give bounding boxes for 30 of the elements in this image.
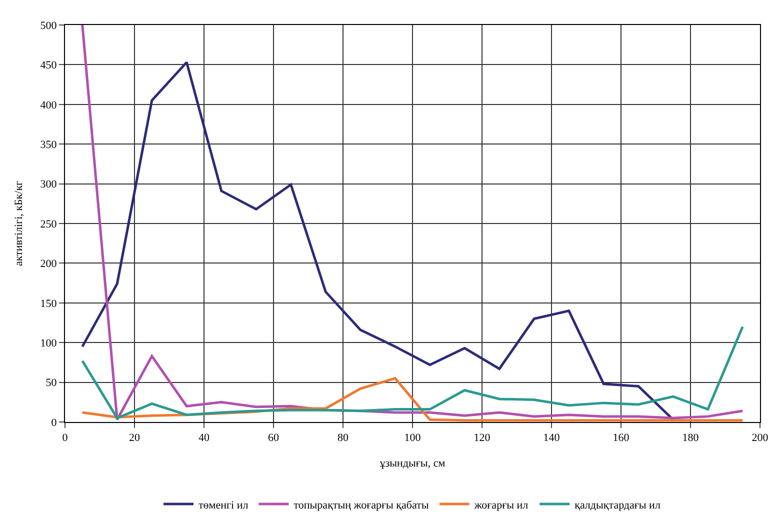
y-tick-label: 0 [51,416,58,429]
legend-label: топырақтың жоғарғы қабаты [294,499,430,512]
x-tick-label: 160 [612,432,630,444]
x-tick-label: 120 [474,432,491,444]
legend-label: төменгі ил [198,499,249,512]
y-axis-title: активтілігі, кБк/кг [12,180,25,266]
legend-label: жоғарғы ил [473,499,529,512]
y-tick-label: 500 [40,20,58,32]
y-tick-label: 100 [40,337,58,350]
line-series [81,325,744,420]
x-tick-label: 200 [752,432,769,444]
y-tick-label: 350 [40,138,58,151]
x-tick-label: 140 [543,432,560,444]
x-tick-label: 100 [404,432,422,444]
x-tick-label: 180 [682,432,700,444]
line-series [81,25,744,421]
y-tick-label: 250 [40,218,58,230]
y-tick-label: 150 [40,298,58,310]
y-tick-label: 450 [40,60,58,72]
y-tick-label: 300 [40,178,58,191]
x-tick-label: 80 [338,432,349,444]
x-tick-label: 40 [198,432,210,444]
y-tick-label: 200 [40,258,58,270]
y-tick-label: 400 [40,99,58,112]
y-tick-label: 50 [46,377,58,390]
x-tick-label: 20 [129,432,140,444]
x-axis-title: ұзындығы, см [380,457,446,470]
x-tick-label: 60 [268,432,280,444]
x-tick-label: 0 [62,432,68,444]
legend-label: қалдықтардағы ил [574,499,661,512]
